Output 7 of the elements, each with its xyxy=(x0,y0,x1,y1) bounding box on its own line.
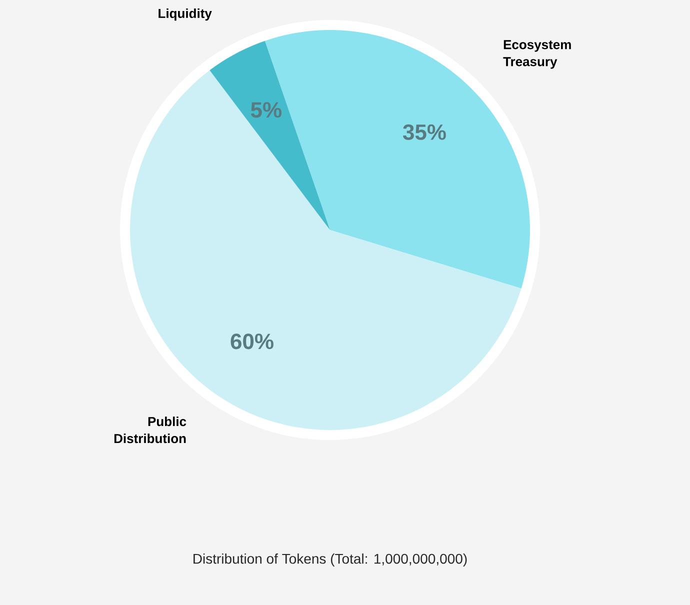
text: Distribution of Tokens (Total: 1,000,000,000) xyxy=(194,553,467,567)
slice-label: Liquidity xyxy=(158,8,212,21)
data-label: 5% xyxy=(250,102,282,118)
slice-label: Public Distribution xyxy=(114,416,186,444)
data-label: 35% xyxy=(402,124,446,140)
data-label: 60% xyxy=(230,334,274,350)
slice-label: Ecosystem Treasury xyxy=(503,40,571,69)
